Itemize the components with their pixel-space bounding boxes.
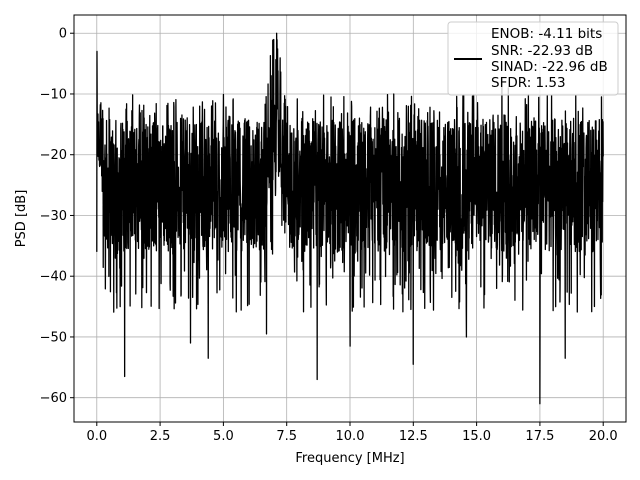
legend-entry-snr: SNR: -22.93 dB [491,43,593,59]
psd-series-line [96,32,604,405]
x-tick-label: 5.0 [213,429,234,444]
legend-box [447,21,619,96]
legend: ENOB: -4.11 bits SNR: -22.93 dB SINAD: -… [447,21,619,96]
psd-trace [96,32,604,405]
legend-entry-sfdr: SFDR: 1.53 [491,75,566,91]
y-tick-label: −10 [40,87,67,102]
y-tick-label: −40 [40,270,67,285]
x-tick-label: 2.5 [150,429,171,444]
x-tick-label: 17.5 [525,429,554,444]
y-axis-label: PSD [dB] [14,190,29,248]
x-tick-label: 12.5 [399,429,428,444]
y-tick-label: −20 [40,148,67,163]
y-tick-label: −60 [40,391,67,406]
y-tick-label: 0 [59,27,67,42]
x-axis-ticks: 0.0 2.5 5.0 7.5 10.0 12.5 15.0 17.5 20.0 [86,422,618,444]
x-tick-label: 7.5 [276,429,297,444]
y-tick-label: −30 [40,209,67,224]
legend-entry-sinad: SINAD: -22.96 dB [491,59,608,75]
x-tick-label: 10.0 [336,429,365,444]
x-tick-label: 0.0 [86,429,107,444]
x-axis-label: Frequency [MHz] [295,451,404,466]
x-tick-label: 20.0 [589,429,618,444]
y-tick-label: −50 [40,330,67,345]
legend-entry-enob: ENOB: -4.11 bits [491,26,602,42]
x-tick-label: 15.0 [462,429,491,444]
y-axis-ticks: 0 −10 −20 −30 −40 −50 −60 [40,27,74,406]
